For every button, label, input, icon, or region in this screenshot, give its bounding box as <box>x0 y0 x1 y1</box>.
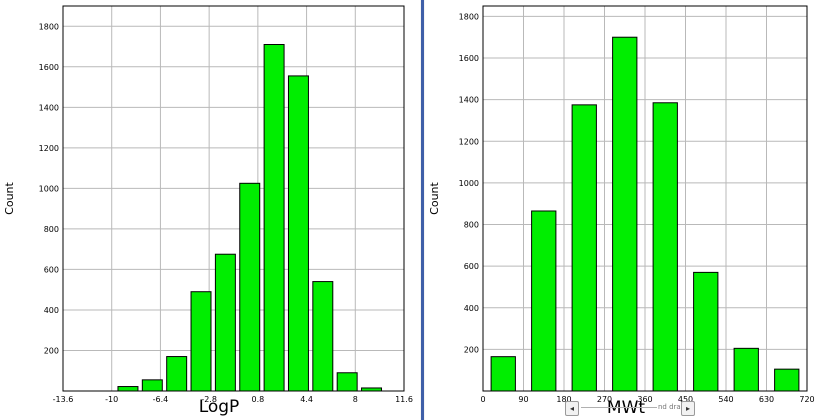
x-tick-label: 720 <box>799 395 814 404</box>
x-tick-label: 360 <box>637 395 652 404</box>
scroll-track[interactable] <box>581 407 679 408</box>
histogram-bar <box>166 356 188 392</box>
horizontal-scroller[interactable]: ◂ nd dra ▸ <box>565 401 695 416</box>
histogram-bar <box>531 210 557 392</box>
scroll-left-button[interactable]: ◂ <box>565 401 579 416</box>
y-tick-label: 1200 <box>39 144 59 153</box>
mwt-histogram-chart: 200 400 600 800 1000 1200 1400 1600 1800 0 90 180 27… <box>428 5 815 418</box>
x-tick-label: 540 <box>718 395 733 404</box>
x-tick-label: 0 <box>480 395 485 404</box>
y-tick-label: 400 <box>464 304 479 313</box>
y-tick-label: 1200 <box>459 137 479 146</box>
histogram-bar <box>693 271 719 392</box>
histogram-bar <box>733 347 759 392</box>
histogram-bar <box>652 102 678 392</box>
x-tick-label: 450 <box>678 395 693 404</box>
histogram-bar <box>141 379 163 392</box>
y-tick-label: 1000 <box>39 184 59 193</box>
mwt-histogram-panel: 200 400 600 800 1000 1200 1400 1600 1800 0 90 180 27… <box>425 0 832 420</box>
x-tick-label: 4.4 <box>300 395 313 404</box>
y-tick-label: 1400 <box>39 103 59 112</box>
x-tick-label: -6.4 <box>153 395 169 404</box>
histogram-bar <box>263 44 285 392</box>
plot-frame <box>482 5 808 392</box>
plot-frame <box>62 5 405 392</box>
y-axis-label: Count <box>3 181 16 214</box>
histogram-bar <box>312 281 334 392</box>
y-tick-label: 600 <box>464 262 479 271</box>
y-tick-label: 1000 <box>459 179 479 188</box>
x-axis-label: LogP <box>199 397 240 417</box>
y-tick-label: 1400 <box>459 96 479 105</box>
y-tick-label: 1600 <box>459 54 479 63</box>
logp-histogram-panel: 200 400 600 800 1000 1200 1400 1600 1800 -13.6 -10… <box>3 5 413 417</box>
histogram-bar <box>117 386 139 392</box>
x-tick-label: 0.8 <box>251 395 264 404</box>
y-tick-label: 400 <box>44 306 59 315</box>
histogram-bar <box>287 75 309 392</box>
histogram-bar <box>239 182 261 392</box>
y-tick-label: 800 <box>44 225 59 234</box>
x-tick-label: -2.8 <box>201 395 217 404</box>
y-tick-label: 1800 <box>459 12 479 21</box>
panel-divider-line[interactable] <box>421 0 424 420</box>
y-axis-label: Count <box>428 181 441 214</box>
histogram-bar <box>490 356 516 392</box>
x-tick-label: 8 <box>353 395 358 404</box>
y-tick-label: 800 <box>464 221 479 230</box>
x-tick-label: 180 <box>556 395 571 404</box>
histogram-bar <box>190 291 212 392</box>
logp-histogram-chart: 200 400 600 800 1000 1200 1400 1600 1800 -13.6 -10… <box>3 5 413 417</box>
y-tick-label: 600 <box>44 265 59 274</box>
scroll-right-button[interactable]: ▸ <box>681 401 695 416</box>
x-axis-label: MWt <box>607 398 645 418</box>
x-tick-label: 11.6 <box>395 395 413 404</box>
x-tick-label: 270 <box>597 395 612 404</box>
histogram-bar <box>336 372 358 392</box>
x-tick-label: -13.6 <box>53 395 74 404</box>
x-tick-label: -10 <box>105 395 118 404</box>
y-tick-label: 1800 <box>39 22 59 31</box>
y-tick-label: 200 <box>44 346 59 355</box>
y-tick-label: 200 <box>464 345 479 354</box>
histogram-bar <box>214 253 236 392</box>
x-tick-label: 630 <box>759 395 774 404</box>
histogram-bar <box>571 104 597 392</box>
scroll-caption: nd dra <box>657 403 682 411</box>
x-tick-label: 90 <box>518 395 528 404</box>
histogram-bar <box>612 36 638 392</box>
y-tick-label: 1600 <box>39 63 59 72</box>
histogram-bar <box>774 368 800 392</box>
